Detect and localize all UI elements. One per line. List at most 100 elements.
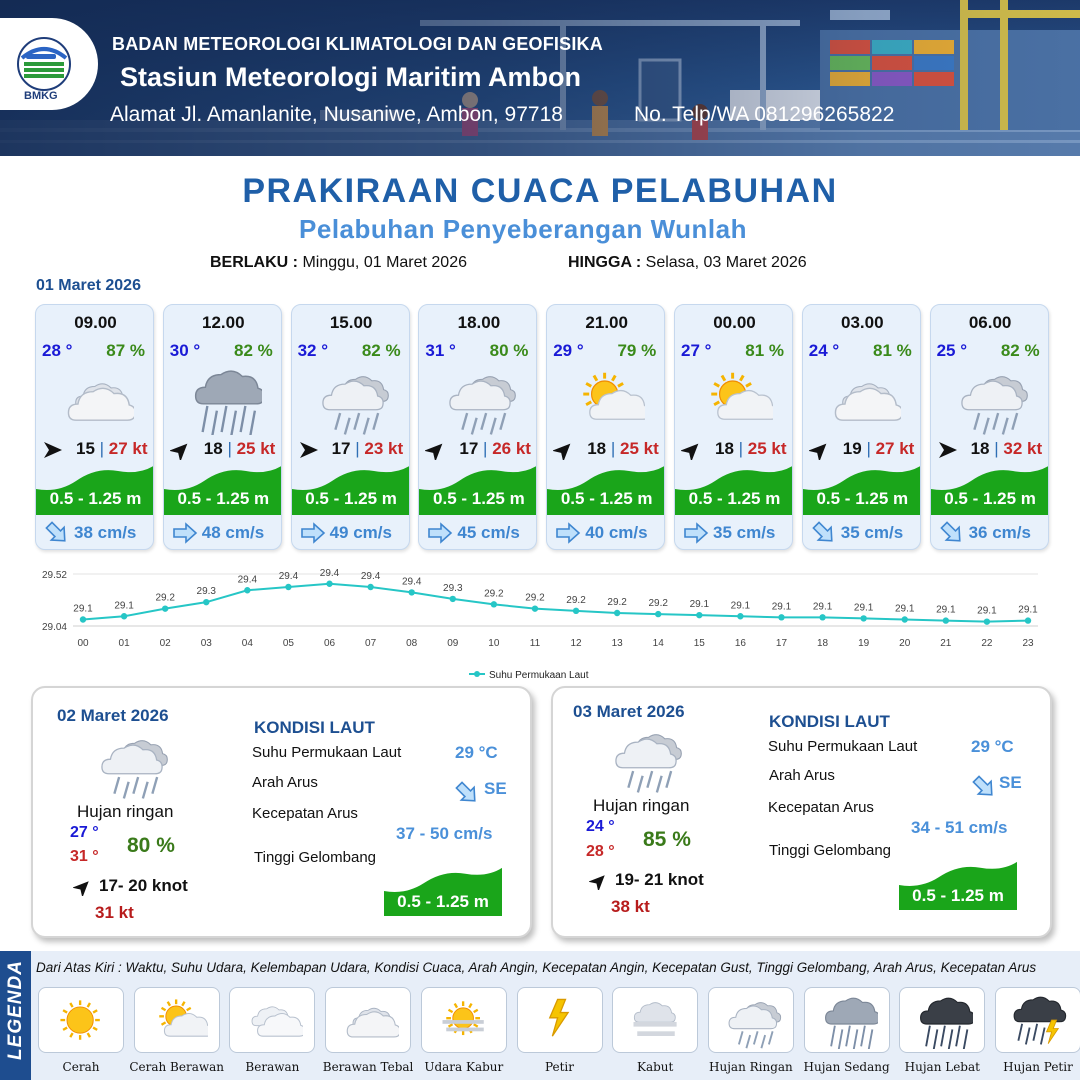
x-tick-label: 06 xyxy=(324,638,336,649)
weather-condition xyxy=(697,365,779,435)
data-label: 29.4 xyxy=(238,574,258,585)
current-direction-icon xyxy=(684,522,709,544)
current-direction-icon xyxy=(556,522,581,544)
sst-value: 29 °C xyxy=(971,737,1014,756)
gust-speed: 31 kt xyxy=(95,903,134,922)
gust-speed: 27 kt xyxy=(875,439,915,458)
current-info: 35 cm/s xyxy=(803,517,920,549)
legend-item: Cerah xyxy=(38,987,124,1074)
wind-speed: 19 | 27 kt xyxy=(842,439,915,458)
legend-item: Hujan Lebat xyxy=(899,987,986,1074)
air-temperature: 28 ° xyxy=(42,341,73,360)
current-speed: 35 cm/s xyxy=(713,523,776,542)
current-direction-icon xyxy=(972,775,993,796)
forecast-time: 03.00 xyxy=(841,313,884,332)
wind-direction-icon xyxy=(679,443,699,463)
forecast-time: 09.00 xyxy=(74,313,117,332)
wind-info: 18 | 25 kt xyxy=(679,439,791,463)
humidity: 82 % xyxy=(234,341,273,360)
data-label: 29.1 xyxy=(936,605,956,616)
air-temperature: 29 ° xyxy=(553,341,584,360)
current-speed-value: 37 - 50 cm/s xyxy=(396,824,493,843)
data-point xyxy=(326,580,333,587)
weather-condition xyxy=(58,365,137,435)
panel-date: 02 Maret 2026 xyxy=(57,706,169,725)
legend-item-label: Petir xyxy=(544,1060,575,1074)
data-label: 29.1 xyxy=(114,600,134,611)
legend-item-label: Berawan Tebal xyxy=(322,1060,414,1074)
current-speed: 36 cm/s xyxy=(968,523,1031,542)
data-point xyxy=(531,605,539,612)
wind-speed: 17- 20 knot xyxy=(99,876,188,895)
wind-direction-icon xyxy=(44,442,62,458)
x-tick-label: 18 xyxy=(817,638,829,649)
legend-description: Dari Atas Kiri : Waktu, Suhu Udara, Kele… xyxy=(36,960,1037,975)
data-label: 29.2 xyxy=(607,597,627,608)
forecast-time: 06.00 xyxy=(968,313,1012,332)
data-point xyxy=(367,583,374,591)
humidity: 85 % xyxy=(643,828,691,851)
y-tick-label: 29.52 xyxy=(42,570,67,581)
data-label: 29.4 xyxy=(361,571,381,582)
wave-shape xyxy=(419,466,537,515)
x-tick-label: 10 xyxy=(488,638,500,649)
forecast-time: 21.00 xyxy=(585,313,628,332)
current-speed: 48 cm/s xyxy=(201,523,265,542)
cerah-berawan-icon xyxy=(158,999,208,1037)
hourly-card: 21.00 29 ° 79 % 18 | 25 kt 0.5 - 1.25 m … xyxy=(546,304,666,550)
wave-shape xyxy=(930,466,1048,515)
data-point xyxy=(161,605,169,612)
wave-shape xyxy=(291,466,409,515)
current-direction-icon xyxy=(300,522,325,544)
wind-info: 15 | 27 kt xyxy=(42,439,152,461)
x-tick-label: 22 xyxy=(981,638,993,649)
organization-name: BADAN METEOROLOGI KLIMATOLOGI DAN GEOFIS… xyxy=(112,34,603,54)
hourly-card: 03.00 24 ° 81 % 19 | 27 kt 0.5 - 1.25 m … xyxy=(801,304,921,550)
valid-from-label: BERLAKU : xyxy=(210,254,298,271)
x-tick-label: 20 xyxy=(899,638,911,649)
data-label: 29.1 xyxy=(690,599,710,610)
legend-item: Kabut xyxy=(612,987,699,1074)
berawan-tebal-icon xyxy=(834,383,903,421)
current-direction-icon xyxy=(455,781,476,802)
data-label: 29.1 xyxy=(1018,605,1038,616)
data-point xyxy=(1024,617,1032,624)
legend-item: Berawan xyxy=(229,987,316,1074)
data-point xyxy=(655,610,662,618)
temp-max: 28 ° xyxy=(586,843,615,860)
temp-min: 24 ° xyxy=(586,818,615,835)
valid-to: HINGGA : Selasa, 03 Maret 2026 xyxy=(568,254,807,272)
gust-speed: 32 kt xyxy=(1003,439,1043,458)
data-point xyxy=(613,609,621,617)
legend-item: Hujan Sedang xyxy=(804,987,890,1074)
legend-item-label: Hujan Sedang xyxy=(803,1060,890,1074)
gust-speed: 25 kt xyxy=(747,439,787,458)
data-point xyxy=(449,595,456,603)
weather-condition xyxy=(93,728,169,800)
temp-min: 27 ° xyxy=(70,824,99,841)
humidity: 81 % xyxy=(745,341,784,360)
data-label: 29.1 xyxy=(772,601,792,612)
data-label: 29.2 xyxy=(525,593,545,604)
wave-height: 0.5 - 1.25 m xyxy=(177,489,270,508)
x-tick-label: 01 xyxy=(119,638,131,649)
data-label: 29.4 xyxy=(279,571,299,582)
wave-height: 0.5 - 1.25 m xyxy=(816,489,909,508)
wind-speed: 18 | 32 kt xyxy=(970,439,1043,458)
x-tick-label: 12 xyxy=(570,638,582,649)
humidity: 79 % xyxy=(617,341,657,360)
temp-max: 31 ° xyxy=(70,848,99,865)
current-direction-icon xyxy=(939,521,961,542)
current-info: 40 cm/s xyxy=(547,517,664,549)
x-tick-label: 07 xyxy=(365,638,377,649)
wind-speed: 19- 21 knot xyxy=(615,870,704,889)
legend-item-label: Cerah xyxy=(62,1060,100,1074)
sea-condition-heading: KONDISI LAUT xyxy=(254,718,375,737)
current-direction-label: Arah Arus xyxy=(252,774,318,791)
humidity: 80 % xyxy=(127,834,175,857)
legend-item: Petir xyxy=(516,987,603,1074)
data-label: 29.2 xyxy=(155,593,175,604)
legend-item: Hujan Petir xyxy=(995,987,1080,1074)
wave-shape xyxy=(802,466,920,515)
sst-value: 29 °C xyxy=(455,743,498,762)
